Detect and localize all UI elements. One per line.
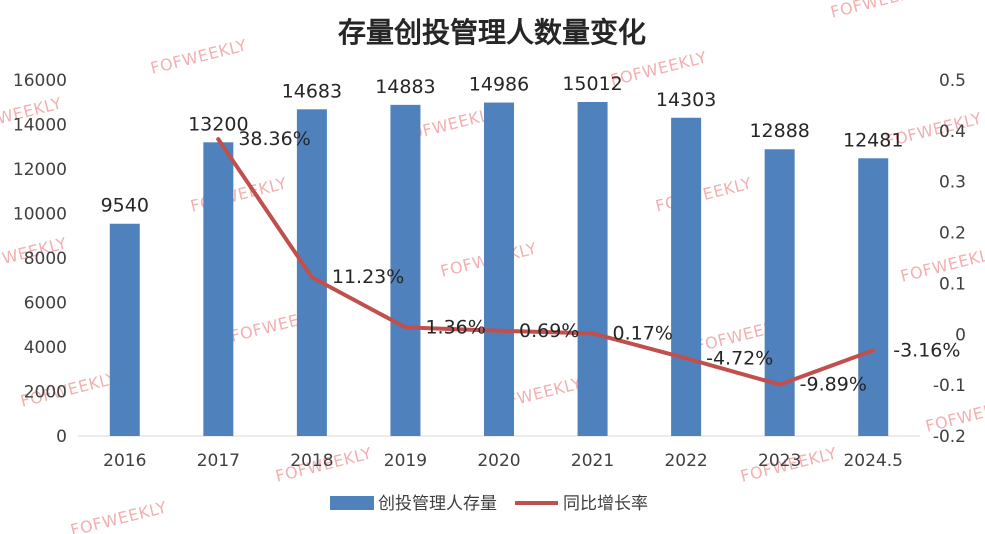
- growth-value-label: 11.23%: [332, 266, 404, 288]
- line-series: [216, 137, 876, 387]
- bar: [203, 142, 234, 437]
- y-right-tick-label: 0.5: [939, 71, 966, 91]
- x-tick-label: 2020: [477, 451, 520, 471]
- right-axis: -0.2 -0.1 0 0.1 0.2 0.3 0.4 0.5: [933, 71, 966, 447]
- watermark-text: FOFWEEKLY: [609, 48, 709, 90]
- bar-value-label: 9540: [101, 195, 149, 217]
- x-tick-label: 2021: [571, 451, 614, 471]
- y-right-tick-label: 0.2: [939, 224, 966, 244]
- y-right-tick-label: -0.1: [933, 376, 966, 396]
- growth-value-label: -4.72%: [706, 347, 773, 369]
- growth-point: [777, 382, 782, 387]
- bar: [390, 104, 421, 437]
- y-right-tick-label: 0.1: [939, 274, 966, 294]
- growth-value-label: 1.36%: [425, 316, 485, 338]
- growth-value-label: -9.89%: [800, 374, 867, 396]
- watermark-text: FOFWEEKLY: [829, 0, 929, 22]
- legend-label-line: 同比增长率: [563, 494, 648, 514]
- growth-value-label: -3.16%: [893, 339, 960, 361]
- x-tick-label: 2016: [103, 451, 146, 471]
- y-left-tick-label: 0: [56, 427, 67, 447]
- y-left-tick-label: 8000: [24, 249, 67, 269]
- bar-data-labels: 9540 13200 14683 14883 14986 15012 14303 12888 1…: [101, 73, 904, 217]
- bar: [858, 158, 889, 437]
- x-tick-label: 2022: [664, 451, 707, 471]
- x-tick-label: 2019: [384, 451, 427, 471]
- legend: 创投管理人存量 同比增长率: [330, 494, 648, 514]
- y-left-tick-label: 4000: [24, 338, 67, 358]
- y-right-tick-label: 0: [955, 325, 966, 345]
- bar-value-label: 14986: [469, 74, 529, 96]
- y-left-tick-label: 12000: [13, 160, 67, 180]
- growth-point: [871, 348, 876, 353]
- growth-value-label: 0.17%: [613, 322, 673, 344]
- y-left-tick-label: 14000: [13, 116, 67, 136]
- watermark-text: FOFWEEKLY: [654, 174, 754, 216]
- x-axis: 2016 2017 2018 2019 2020 2021 2022 2023 2024.5: [103, 451, 903, 471]
- x-tick-label: 2018: [290, 451, 333, 471]
- bar: [671, 117, 702, 437]
- legend-label-bar: 创投管理人存量: [378, 494, 497, 514]
- chart-title: 存量创投管理人数量变化: [338, 16, 646, 49]
- watermark-text: FOFWEEKLY: [149, 36, 249, 78]
- growth-value-label: 38.36%: [238, 128, 310, 150]
- y-left-tick-label: 16000: [13, 71, 67, 91]
- growth-point: [403, 325, 408, 330]
- growth-point: [216, 137, 221, 142]
- growth-point: [684, 356, 689, 361]
- bar: [109, 223, 140, 436]
- bar-value-label: 12888: [749, 120, 809, 142]
- bar: [484, 102, 514, 437]
- y-right-tick-label: 0.3: [939, 173, 966, 193]
- bar-value-label: 12481: [843, 129, 903, 151]
- bar: [296, 109, 327, 436]
- bar-series: [109, 101, 889, 437]
- y-left-tick-label: 2000: [24, 383, 67, 403]
- line-data-labels: 38.36% 11.23% 1.36% 0.69% 0.17% -4.72% -9.89% -…: [238, 128, 960, 395]
- y-left-tick-label: 6000: [24, 294, 67, 314]
- bar-value-label: 14683: [282, 80, 342, 102]
- bar-value-label: 14883: [375, 76, 435, 98]
- growth-point: [590, 331, 595, 336]
- bar-value-label: 14303: [656, 89, 716, 111]
- left-axis: 0 2000 4000 6000 8000 10000 12000 14000 16000: [13, 71, 67, 447]
- x-tick-label: 2017: [197, 451, 240, 471]
- y-left-tick-label: 10000: [13, 205, 67, 225]
- growth-line: [216, 137, 876, 387]
- bar: [764, 149, 795, 436]
- growth-point: [309, 275, 314, 280]
- y-right-tick-label: -0.2: [933, 427, 966, 447]
- growth-point: [497, 328, 501, 333]
- bar-value-label: 13200: [188, 113, 248, 135]
- x-tick-label: 2024.5: [843, 451, 902, 471]
- bar-value-label: 15012: [562, 73, 622, 95]
- growth-value-label: 0.69%: [519, 320, 579, 342]
- bar: [577, 101, 608, 436]
- x-tick-label: 2023: [758, 451, 801, 471]
- y-right-tick-label: 0.4: [939, 122, 966, 142]
- watermark-text: FOFWEEKLY: [69, 498, 169, 534]
- legend-swatch-bar: [330, 496, 374, 510]
